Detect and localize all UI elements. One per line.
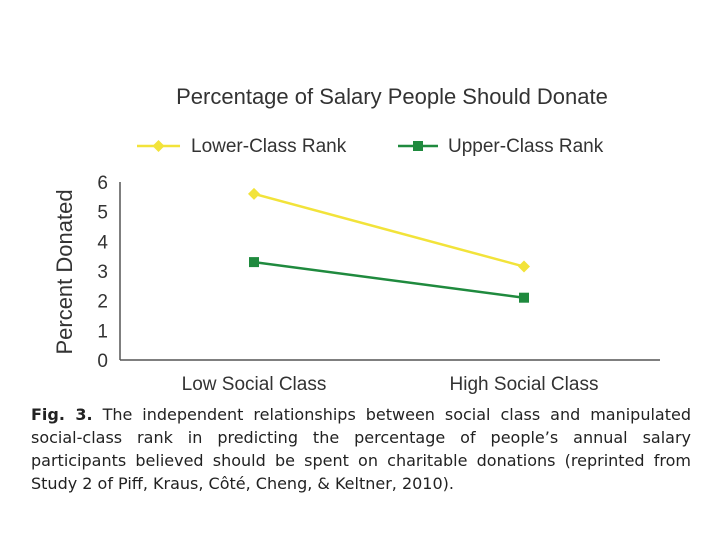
y-tick-label-2: 2 xyxy=(97,292,108,313)
chart-title: Percentage of Salary People Should Donat… xyxy=(176,84,608,109)
legend-label-lower-class-rank: Lower-Class Rank xyxy=(191,136,347,157)
x-tick-label-high-social-class: High Social Class xyxy=(450,374,599,395)
point-upper-class-rank-high-social-class xyxy=(519,292,529,303)
y-axis-label: Percent Donated xyxy=(52,189,77,354)
series-line-upper-class-rank xyxy=(253,260,525,299)
y-tick-label-0: 0 xyxy=(97,351,108,372)
y-tick-label-6: 6 xyxy=(97,173,108,194)
series-line-lower-class-rank xyxy=(253,192,525,268)
y-axis: 0 1 2 3 4 5 6 xyxy=(97,173,121,372)
y-tick-label-4: 4 xyxy=(97,232,108,253)
y-tick-label-3: 3 xyxy=(97,262,108,283)
legend-marker-lower-class-rank xyxy=(152,140,165,152)
figure-caption: Fig. 3. The independent relationships be… xyxy=(31,403,691,495)
legend: Lower-Class Rank Upper-Class Rank xyxy=(137,136,604,157)
y-tick-label-5: 5 xyxy=(97,203,108,224)
figure-label: Fig. 3. xyxy=(31,405,93,424)
y-tick-label-1: 1 xyxy=(97,321,108,342)
chart: Percentage of Salary People Should Donat… xyxy=(52,84,660,395)
figure-caption-text: The independent relationships between so… xyxy=(31,405,691,493)
point-lower-class-rank-high-social-class xyxy=(518,260,530,273)
x-tick-label-low-social-class: Low Social Class xyxy=(182,374,327,395)
plot-area xyxy=(248,187,530,303)
legend-marker-upper-class-rank xyxy=(413,141,423,151)
x-axis: Low Social Class High Social Class xyxy=(120,359,660,395)
legend-label-upper-class-rank: Upper-Class Rank xyxy=(448,136,604,157)
point-lower-class-rank-low-social-class xyxy=(248,187,260,200)
point-upper-class-rank-low-social-class xyxy=(249,257,259,268)
